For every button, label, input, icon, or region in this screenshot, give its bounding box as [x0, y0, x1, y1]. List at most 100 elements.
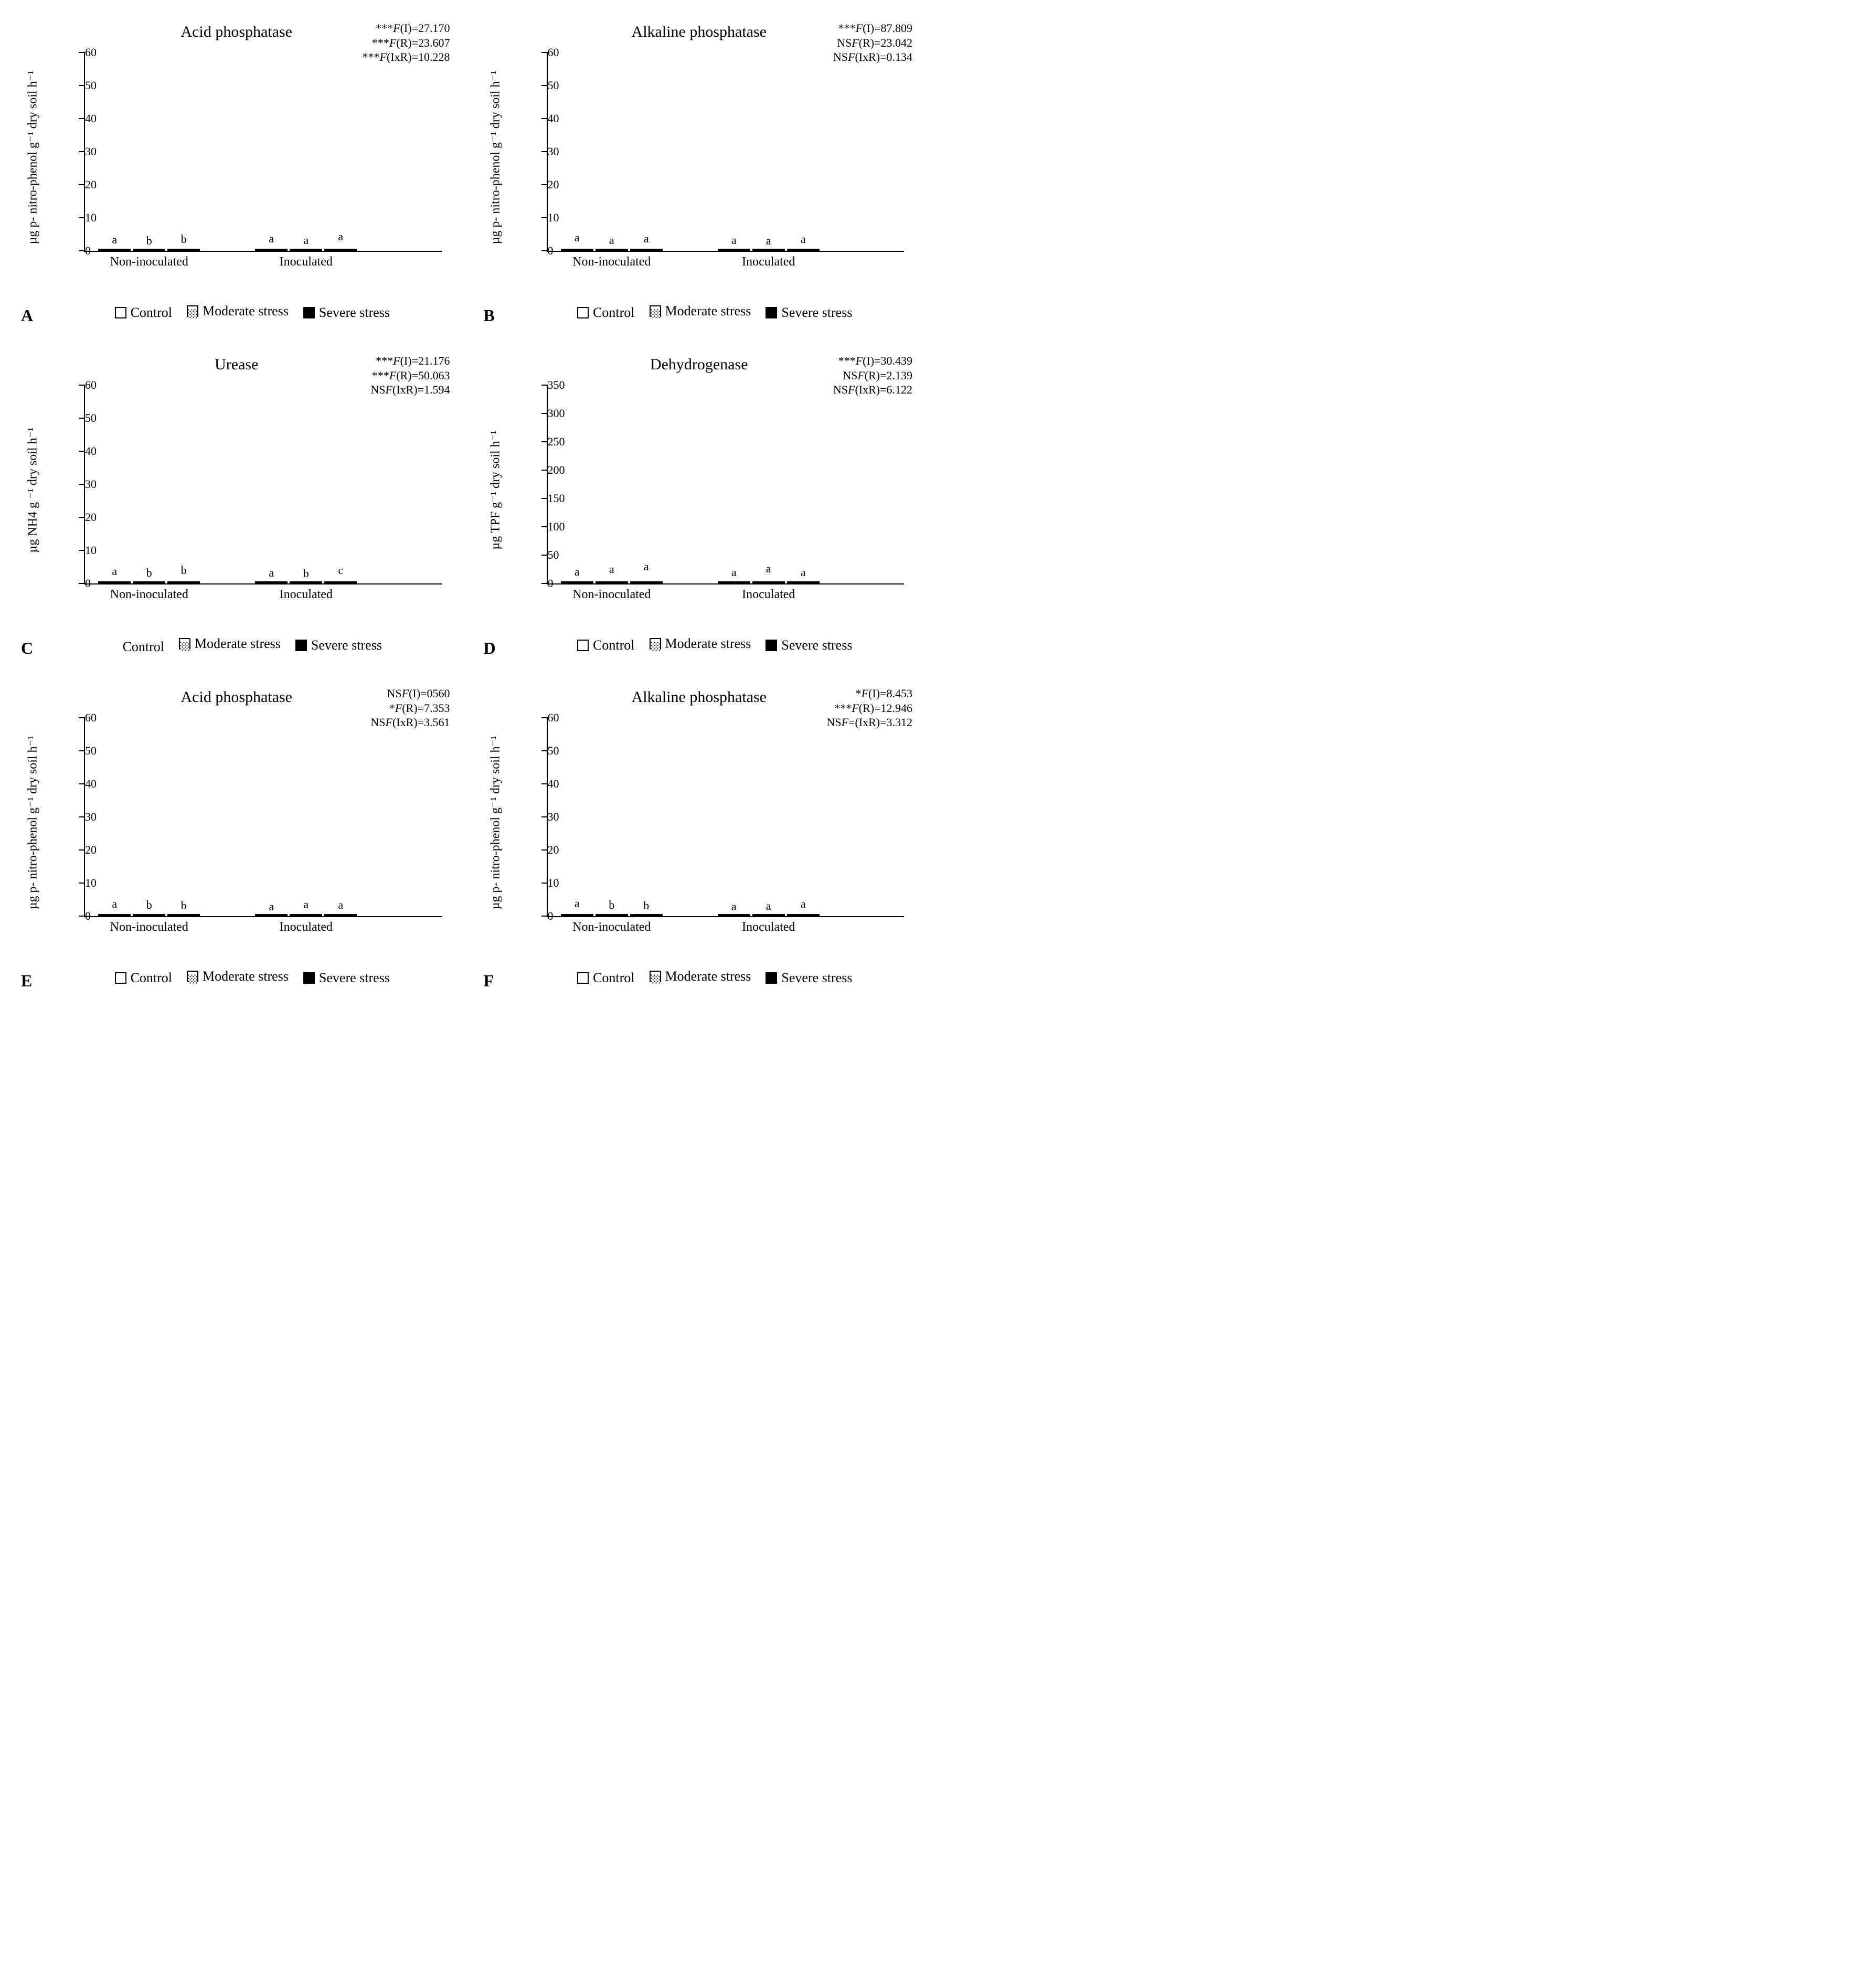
bar-moderate: b: [133, 914, 165, 916]
legend-label: Moderate stress: [665, 636, 751, 652]
panel-A: Acid phosphatase***F(I)=27.170***F(R)=23…: [21, 21, 452, 322]
legend: ControlModerate stressSevere stress: [515, 303, 915, 322]
plot: 0102030405060abbNon-inoculatedaaaInocula…: [547, 718, 905, 917]
x-category-label: Inoculated: [280, 255, 333, 269]
bar-group: abc: [255, 581, 357, 583]
significance-letter: a: [338, 230, 343, 243]
y-tick: [541, 250, 548, 251]
significance-letter: b: [146, 898, 152, 912]
significance-letter: a: [338, 898, 343, 912]
moderate-swatch: [187, 971, 198, 982]
bar-moderate: a: [290, 249, 322, 251]
legend-label: Control: [131, 970, 172, 986]
chart: Alkaline phosphatase*F(I)=8.453***F(R)=1…: [484, 686, 915, 959]
stat-line: *F(I)=8.453: [826, 686, 912, 701]
bar-control: a: [98, 249, 131, 251]
plot-area: 0102030405060abbNon-inoculatedaaaInocula…: [84, 52, 442, 252]
panel-letter: D: [484, 639, 496, 658]
y-tick: [79, 250, 85, 251]
panel-letter: B: [484, 306, 495, 325]
significance-letter: b: [181, 564, 187, 577]
panel-F: Alkaline phosphatase*F(I)=8.453***F(R)=1…: [484, 686, 915, 987]
chart: Alkaline phosphatase***F(I)=87.809NSF(R)…: [484, 21, 915, 294]
severe-swatch: [303, 307, 315, 318]
y-tick: [79, 52, 85, 53]
y-tick: [79, 583, 85, 584]
stat-line: ***F(I)=30.439: [833, 354, 912, 368]
panel-letter: F: [484, 971, 494, 991]
panel-letter: E: [21, 971, 32, 991]
legend-label: Control: [123, 639, 164, 655]
bar-control: a: [561, 581, 593, 583]
legend-item-severe: Severe stress: [766, 637, 852, 653]
severe-swatch: [766, 972, 777, 984]
y-axis-label: µg p- nitro-phenol g⁻¹ dry soil h⁻¹: [25, 736, 40, 910]
y-tick: [79, 484, 85, 485]
plot: 050100150200250300350aaaNon-inoculatedaa…: [547, 385, 905, 584]
y-axis-label: µg p- nitro-phenol g⁻¹ dry soil h⁻¹: [487, 71, 503, 244]
significance-letter: a: [575, 565, 580, 579]
y-tick: [541, 750, 548, 751]
bar-control: a: [718, 581, 750, 583]
chart: Urease***F(I)=21.176***F(R)=50.063NSF(Ix…: [21, 354, 452, 626]
bar-moderate: a: [290, 914, 322, 916]
legend: ControlModerate stressSevere stress: [52, 303, 452, 322]
bar-severe: b: [167, 581, 200, 583]
bar-severe: a: [324, 914, 357, 916]
significance-letter: a: [801, 232, 806, 246]
y-tick: [79, 717, 85, 718]
legend-item-moderate: Moderate stress: [187, 303, 289, 319]
significance-letter: a: [112, 897, 117, 911]
y-tick: [541, 717, 548, 718]
y-tick: [541, 470, 548, 471]
bar-moderate: a: [752, 249, 785, 251]
significance-letter: a: [644, 232, 649, 246]
plot-area: 0102030405060abbNon-inoculatedaaaInocula…: [547, 718, 905, 917]
y-tick: [541, 783, 548, 784]
bar-control: a: [561, 914, 593, 916]
legend-item-control: Control: [123, 639, 164, 655]
control-swatch: [577, 307, 589, 318]
bar-group: aaa: [561, 249, 663, 251]
significance-letter: a: [801, 566, 806, 579]
severe-swatch: [766, 307, 777, 318]
bar-moderate: a: [596, 249, 628, 251]
y-tick: [541, 85, 548, 86]
chart: Acid phosphatase***F(I)=27.170***F(R)=23…: [21, 21, 452, 294]
bar-moderate: a: [752, 581, 785, 583]
figure-page: Acid phosphatase***F(I)=27.170***F(R)=23…: [0, 0, 936, 1008]
x-category-label: Inoculated: [742, 588, 795, 602]
significance-letter: a: [303, 233, 309, 247]
significance-letter: a: [269, 566, 274, 580]
y-tick: [541, 217, 548, 218]
legend-item-control: Control: [577, 970, 634, 986]
x-category-label: Inoculated: [742, 920, 795, 934]
y-tick: [79, 418, 85, 419]
x-category-label: Non-inoculated: [110, 255, 188, 269]
bar-severe: c: [324, 581, 357, 583]
stat-line: *F(R)=7.353: [370, 701, 450, 716]
legend-label: Control: [593, 305, 634, 321]
x-category-label: Non-inoculated: [572, 588, 651, 602]
stat-line: ***F(R)=23.607: [362, 36, 450, 50]
y-tick: [541, 184, 548, 185]
y-tick: [79, 783, 85, 784]
plot-area: 050100150200250300350aaaNon-inoculatedaa…: [547, 385, 905, 584]
y-axis-label: µg NH4 g ⁻¹ dry soil h⁻¹: [25, 428, 40, 553]
y-tick: [541, 52, 548, 53]
bar-group: aaa: [718, 249, 820, 251]
x-category-label: Non-inoculated: [572, 920, 651, 934]
legend-item-control: Control: [115, 970, 172, 986]
bar-control: a: [98, 581, 131, 583]
legend-label: Severe stress: [311, 637, 382, 653]
bar-moderate: b: [133, 249, 165, 251]
significance-letter: b: [146, 566, 152, 580]
y-tick: [79, 451, 85, 452]
y-tick: [541, 151, 548, 152]
x-category-label: Non-inoculated: [110, 920, 188, 934]
plot-area: 0102030405060abbNon-inoculatedabcInocula…: [84, 385, 442, 584]
bar-control: a: [255, 581, 288, 583]
significance-letter: b: [609, 898, 614, 912]
y-tick: [79, 85, 85, 86]
stat-line: NSF(R)=2.139: [833, 368, 912, 383]
